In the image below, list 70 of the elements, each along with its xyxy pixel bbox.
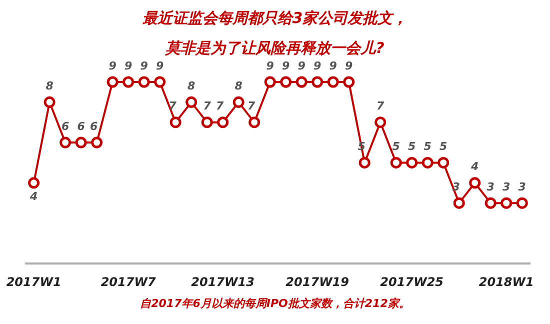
point — [469, 177, 481, 189]
data-label: 8 — [188, 80, 196, 93]
point — [201, 116, 213, 128]
point — [91, 136, 103, 148]
data-label: 9 — [124, 59, 132, 72]
data-label: 4 — [470, 160, 479, 174]
point — [232, 96, 244, 108]
data-label: 7 — [203, 100, 212, 113]
data-label: 8 — [46, 80, 54, 93]
data-label: 6 — [77, 120, 86, 133]
x-tick-label: 2018W1 — [478, 274, 534, 289]
point — [248, 116, 260, 128]
point — [138, 76, 150, 88]
point — [122, 76, 134, 88]
point — [44, 96, 56, 108]
point — [170, 116, 182, 128]
point — [453, 197, 465, 209]
data-label: 6 — [90, 120, 98, 133]
data-label: 9 — [266, 59, 274, 72]
data-label: 9 — [298, 59, 306, 72]
point — [312, 76, 324, 88]
point — [390, 156, 402, 168]
data-label: 5 — [424, 140, 432, 154]
point — [217, 116, 229, 128]
data-label: 8 — [234, 80, 243, 93]
chart-subtitle: 莫非是为了让风险再释放一会儿? — [164, 38, 385, 57]
point — [296, 76, 308, 88]
point — [186, 96, 198, 108]
point — [406, 156, 418, 168]
point — [422, 156, 434, 168]
x-tick-label: 2017W7 — [100, 274, 156, 289]
data-label: 7 — [376, 100, 385, 113]
text: 自2017年6月以来的每周IPO批文家数，合计212家。 — [139, 296, 411, 311]
point — [500, 197, 512, 209]
point — [516, 197, 528, 209]
point — [374, 116, 386, 128]
x-tick-label: 2017W19 — [286, 274, 350, 289]
data-label: 9 — [329, 59, 338, 72]
point — [484, 197, 496, 209]
point — [358, 156, 370, 168]
point — [264, 76, 276, 88]
data-label: 7 — [216, 100, 224, 113]
data-label: 9 — [140, 59, 148, 72]
point — [280, 76, 292, 88]
data-label: 5 — [440, 140, 448, 154]
data-label: 6 — [61, 120, 70, 133]
data-label: 9 — [108, 59, 117, 72]
point — [343, 76, 355, 88]
data-label: 3 — [518, 180, 526, 194]
chart-title: 最近证监会每周都只给3家公司发批文， — [142, 8, 408, 27]
data-label: 3 — [502, 180, 511, 194]
data-label: 3 — [486, 180, 495, 194]
point — [154, 76, 166, 88]
data-label: 9 — [314, 59, 322, 72]
x-tick-label: 2017W1 — [6, 274, 62, 289]
data-label: 9 — [156, 59, 164, 72]
point — [106, 76, 118, 88]
data-label: 9 — [282, 59, 290, 72]
point — [438, 156, 450, 168]
point — [75, 136, 87, 148]
point — [60, 136, 72, 148]
x-tick-label: 2017W13 — [191, 274, 255, 289]
point — [28, 177, 40, 189]
data-label: 7 — [248, 100, 256, 113]
point — [327, 76, 339, 88]
data-label: 9 — [345, 59, 354, 72]
data-label: 5 — [408, 140, 416, 154]
data-label: 4 — [28, 190, 38, 204]
x-tick-label: 2017W25 — [380, 274, 444, 289]
data-label: 5 — [392, 140, 400, 154]
